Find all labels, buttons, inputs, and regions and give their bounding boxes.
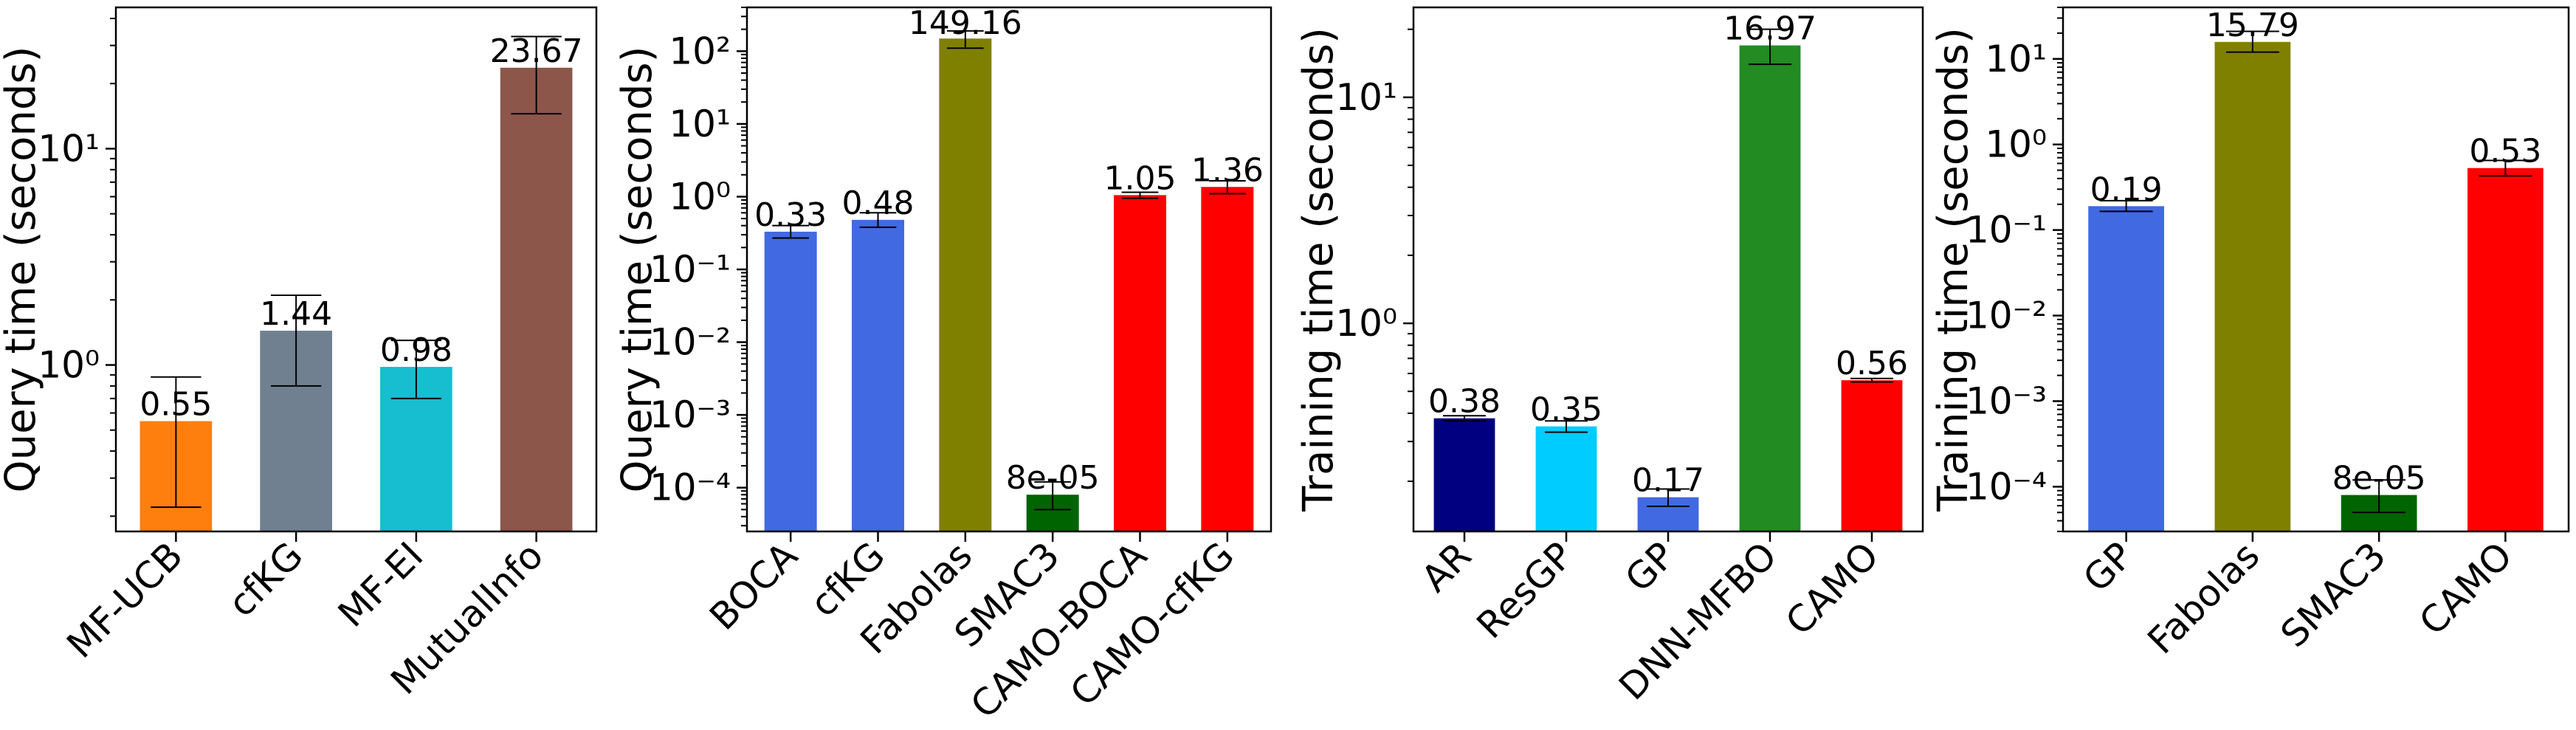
data-label: 1.44 bbox=[260, 295, 332, 333]
y-tick-label: 10⁰ bbox=[38, 343, 100, 386]
data-label: 0.33 bbox=[754, 196, 827, 234]
y-tick-label: 10⁰ bbox=[669, 175, 731, 218]
y-tick-label: 10¹ bbox=[1335, 76, 1397, 119]
y-tick-label: 10¹ bbox=[38, 127, 100, 170]
x-tick-label: CAMO bbox=[2411, 534, 2521, 643]
x-tick-label: AR bbox=[1413, 534, 1480, 600]
bar-camo bbox=[2467, 168, 2544, 531]
bar-boca bbox=[764, 231, 817, 531]
data-label: 16.97 bbox=[1723, 10, 1816, 48]
data-label: 1.05 bbox=[1104, 159, 1177, 197]
y-tick-label: 10² bbox=[669, 30, 731, 72]
y-tick-label: 10⁻⁴ bbox=[650, 466, 731, 509]
data-label: 23.67 bbox=[490, 32, 583, 70]
data-label: 0.17 bbox=[1632, 462, 1704, 500]
bar-fabolas bbox=[939, 38, 992, 531]
y-tick-label: 10⁻³ bbox=[1966, 379, 2047, 422]
y-tick-label: 10⁻³ bbox=[650, 393, 731, 436]
data-label: 0.56 bbox=[1836, 345, 1908, 382]
x-tick-label: cfKG bbox=[220, 534, 311, 624]
y-axis-label: Training time (seconds) bbox=[1295, 27, 1343, 512]
data-label: 149.16 bbox=[909, 4, 1022, 42]
plot-frame bbox=[2062, 6, 2570, 533]
bar-mutualinfo bbox=[500, 67, 573, 532]
plot-frame bbox=[1412, 6, 1924, 533]
bar-cfkg bbox=[852, 219, 904, 531]
bar-gp bbox=[2088, 206, 2164, 531]
x-tick-label: Fabolas bbox=[2140, 534, 2268, 662]
bar-camo-cfkg bbox=[1201, 187, 1254, 531]
y-tick-label: 10⁻¹ bbox=[650, 248, 731, 291]
x-tick-label: MF-EI bbox=[330, 534, 431, 635]
bar-camo-boca bbox=[1114, 195, 1166, 531]
data-label: 1.36 bbox=[1191, 151, 1264, 189]
y-tick-label: 10⁻² bbox=[1966, 295, 2047, 337]
x-tick-label: SMAC3 bbox=[2273, 534, 2394, 655]
bar-resgp bbox=[1535, 426, 1597, 531]
y-tick-label: 10¹ bbox=[1985, 38, 2047, 80]
data-label: 0.19 bbox=[2090, 171, 2163, 208]
y-tick-label: 10⁻⁴ bbox=[1966, 465, 2047, 508]
y-tick-label: 10⁻² bbox=[650, 321, 731, 364]
y-tick-label: 10⁻¹ bbox=[1966, 209, 2047, 252]
bar-camo bbox=[1841, 380, 1903, 531]
data-label: 0.38 bbox=[1428, 383, 1501, 421]
x-tick-label: GP bbox=[1617, 534, 1684, 600]
data-label: 8e-05 bbox=[2332, 460, 2426, 497]
bar-dnn-mfbo bbox=[1739, 45, 1801, 531]
x-tick-label: MF-UCB bbox=[58, 534, 190, 666]
x-tick-label: GP bbox=[2075, 534, 2141, 600]
chart-panel-1: 10⁰10¹0.55MF-UCB1.44cfKG0.98MF-EI23.67Mu… bbox=[0, 6, 598, 703]
data-label: 0.98 bbox=[380, 331, 452, 369]
data-label: 0.53 bbox=[2469, 133, 2541, 171]
y-tick-label: 10¹ bbox=[669, 103, 731, 145]
chart-panel-3: 10⁰10¹0.38AR0.35ResGP0.17GP16.97DNN-MFBO… bbox=[1295, 6, 1924, 709]
data-label: 15.79 bbox=[2206, 7, 2299, 44]
bar-ar bbox=[1433, 418, 1495, 531]
plot-frame bbox=[745, 6, 1272, 533]
y-tick-label: 10⁰ bbox=[1985, 123, 2047, 166]
y-axis-label: Query time (seconds) bbox=[613, 47, 661, 493]
y-tick-label: 10⁰ bbox=[1335, 302, 1397, 345]
data-label: 0.55 bbox=[140, 386, 212, 424]
data-label: 0.35 bbox=[1530, 391, 1602, 429]
bar-fabolas bbox=[2214, 41, 2291, 532]
data-label: 0.48 bbox=[842, 185, 915, 222]
chart-panel-4: 10⁻⁴ 10⁻³ 10⁻² 10⁻¹ 10⁰ 10¹ 0.19 GP 15.79 Fabolas… bbox=[1929, 6, 2570, 662]
y-axis-label: Training time (seconds) bbox=[1929, 27, 1977, 512]
y-axis-label: Query time (seconds) bbox=[0, 47, 45, 493]
chart-panel-2: 10⁻⁴10⁻³10⁻²10⁻¹10⁰10¹10²0.33BOCA0.48cfK… bbox=[613, 4, 1272, 727]
data-label: 8e-05 bbox=[1006, 459, 1100, 497]
x-tick-label: CAMO bbox=[1777, 534, 1887, 643]
x-tick-label: BOCA bbox=[701, 534, 805, 638]
x-tick-label: ResGP bbox=[1469, 534, 1582, 647]
plot-frame bbox=[114, 6, 598, 533]
